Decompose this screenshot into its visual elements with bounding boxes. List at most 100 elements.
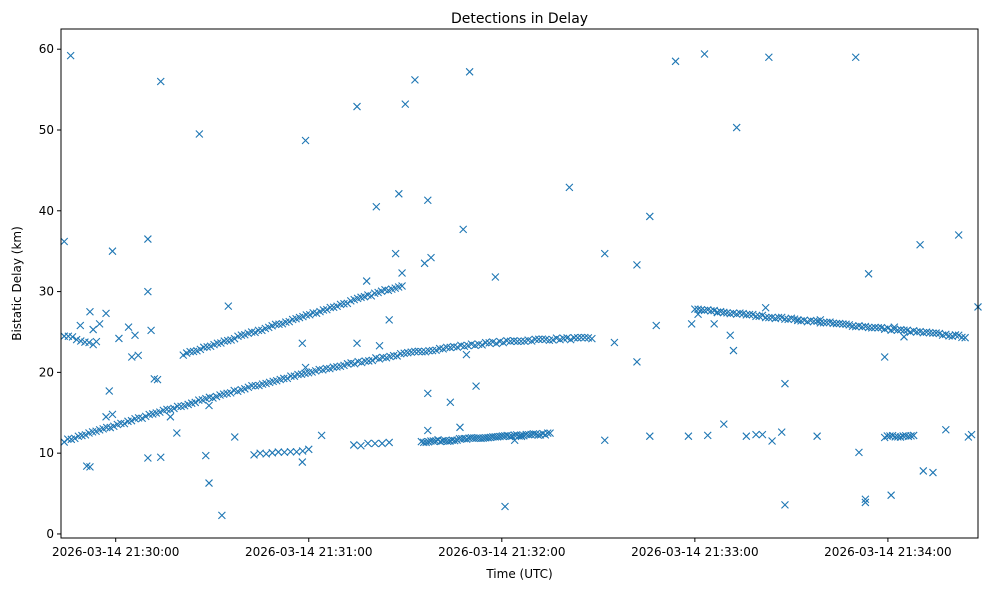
data-point [92, 337, 101, 346]
data-point [764, 53, 773, 62]
y-tick-label: 0 [46, 527, 54, 541]
data-point [758, 430, 767, 439]
data-point [394, 189, 403, 198]
data-point [546, 429, 554, 438]
data-point [690, 305, 699, 313]
data-point [781, 379, 789, 388]
data-point [166, 412, 175, 421]
data-point [508, 432, 516, 441]
data-point [147, 326, 155, 335]
data-point [286, 372, 295, 381]
data-point [108, 247, 117, 256]
data-point [213, 339, 222, 348]
data-point [271, 320, 280, 329]
data-point [745, 310, 754, 319]
data-point [861, 498, 870, 507]
data-point [929, 468, 937, 477]
data-point [465, 67, 474, 76]
data-point [353, 339, 361, 348]
data-point [732, 123, 741, 132]
data-point [115, 334, 123, 343]
data-point [810, 317, 818, 326]
data-point [423, 196, 432, 205]
x-tick-label: 2026-03-14 21:31:00 [245, 545, 372, 559]
data-point [929, 329, 937, 337]
data-point [919, 328, 928, 337]
data-point [462, 435, 471, 444]
data-point [134, 414, 143, 422]
data-point [588, 334, 596, 343]
y-tick-label: 20 [39, 365, 54, 379]
plot-area [60, 50, 982, 520]
data-point [719, 420, 728, 428]
data-point [248, 381, 256, 390]
data-point [251, 381, 260, 390]
data-point [163, 405, 171, 414]
data-point [543, 429, 552, 437]
data-point [481, 338, 490, 347]
data-point [633, 357, 641, 366]
data-point [880, 353, 889, 361]
x-tick-label: 2026-03-14 21:34:00 [824, 545, 951, 559]
data-point [427, 253, 435, 262]
data-point [172, 429, 181, 437]
data-point [864, 323, 873, 332]
data-point [134, 351, 143, 360]
data-point [925, 328, 934, 337]
data-point [254, 326, 263, 335]
data-point [781, 315, 789, 324]
data-point [764, 313, 773, 322]
data-point [645, 212, 654, 221]
data-point [191, 398, 200, 407]
data-point [684, 432, 693, 441]
data-point [230, 334, 239, 343]
data-point [378, 439, 386, 448]
data-point [224, 302, 233, 311]
data-point [703, 431, 712, 440]
data-point [127, 416, 136, 425]
data-point [375, 341, 384, 350]
data-point [309, 308, 318, 317]
data-point [170, 404, 178, 413]
data-point [340, 299, 348, 308]
data-point [652, 321, 661, 330]
data-point [829, 319, 838, 328]
data-point [63, 435, 72, 444]
data-point [317, 431, 326, 440]
data-point [752, 430, 760, 439]
y-tick-label: 50 [39, 123, 54, 137]
data-point [60, 237, 69, 246]
data-point [425, 346, 433, 355]
data-point [922, 328, 931, 337]
data-point [428, 346, 437, 355]
data-point [517, 337, 525, 346]
data-point [907, 432, 915, 440]
data-point [102, 309, 110, 318]
data-point [322, 364, 331, 373]
data-point [179, 351, 188, 359]
chart-title: Detections in Delay [451, 11, 588, 27]
data-point [577, 333, 586, 342]
data-point [450, 436, 459, 445]
data-point [813, 432, 822, 441]
data-point [961, 333, 970, 342]
y-tick-label: 40 [39, 204, 54, 218]
data-point [600, 249, 609, 258]
data-point [72, 335, 81, 344]
y-tick-label: 60 [39, 42, 54, 56]
data-point [116, 419, 125, 428]
data-point [389, 351, 398, 360]
data-point [274, 448, 283, 456]
data-point [385, 315, 394, 324]
data-point [610, 338, 619, 347]
data-point [350, 359, 359, 368]
data-point [237, 331, 246, 340]
data-point [385, 438, 394, 447]
data-point [573, 333, 582, 342]
data-point [855, 448, 863, 457]
data-point [713, 308, 722, 317]
data-point [322, 305, 331, 314]
data-point [694, 310, 702, 319]
data-point [816, 318, 825, 327]
data-point [534, 431, 543, 440]
